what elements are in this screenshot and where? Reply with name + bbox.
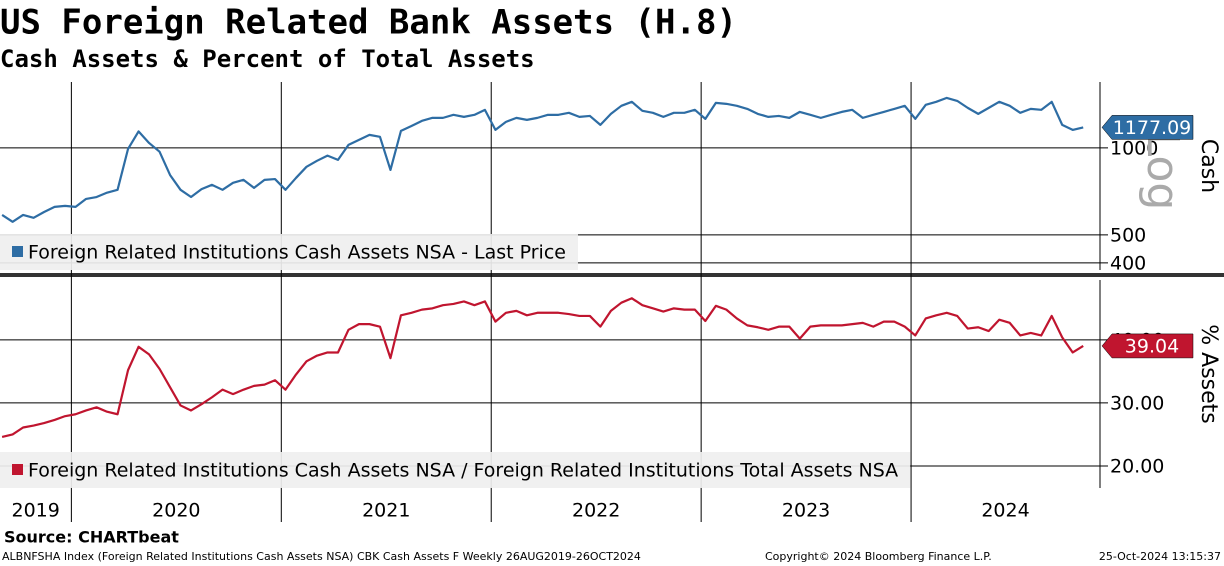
x-period-label: 2023	[782, 500, 830, 522]
y-tick-label: 30.00	[1110, 392, 1164, 414]
footer-timestamp: 25-Oct-2024 13:15:37	[1099, 550, 1221, 563]
y-tick-label: 500	[1110, 224, 1146, 246]
y-tick-label: 20.00	[1110, 455, 1164, 477]
chart-title: US Foreign Related Bank Assets (H.8)	[0, 3, 737, 43]
series-line	[1, 96, 1084, 223]
legend-swatch	[12, 464, 23, 475]
last-value-box	[1101, 333, 1194, 359]
x-period-label: 2020	[152, 500, 200, 522]
y-tick-label: 400	[1110, 252, 1146, 274]
x-period-label: 2022	[572, 500, 620, 522]
legend-background	[0, 234, 578, 270]
footer-description: ALBNFSHA Index (Foreign Related Institut…	[2, 550, 641, 563]
last-value-box	[1101, 115, 1194, 140]
legend: Foreign Related Institutions Cash Assets…	[0, 234, 578, 270]
x-period-label: 2021	[362, 500, 410, 522]
y-tick-label: 1000	[1110, 137, 1158, 159]
last-value-text: 39.04	[1125, 335, 1179, 357]
last-value-text: 1177.09	[1113, 117, 1192, 139]
legend-background	[0, 452, 911, 488]
log-label: Log	[1137, 132, 1188, 211]
last-value-label: 1177.09	[1101, 115, 1194, 140]
legend-label: Foreign Related Institutions Cash Assets…	[28, 242, 566, 264]
x-period-label: 2019	[12, 500, 60, 522]
source: Source: CHARTbeat	[4, 528, 179, 547]
footer-copyright: Copyright© 2024 Bloomberg Finance L.P.	[765, 550, 992, 563]
legend-label: Foreign Related Institutions Cash Assets…	[28, 460, 898, 482]
y-axis-label: % Assets	[1196, 324, 1221, 424]
last-value-label: 39.04	[1101, 333, 1194, 359]
x-period-label: 2024	[981, 500, 1029, 522]
y-axis-label: Cash	[1196, 139, 1221, 193]
series-line	[1, 297, 1084, 439]
chart-subtitle: Cash Assets & Percent of Total Assets	[0, 45, 535, 73]
legend-swatch	[12, 246, 23, 257]
legend: Foreign Related Institutions Cash Assets…	[0, 452, 911, 488]
